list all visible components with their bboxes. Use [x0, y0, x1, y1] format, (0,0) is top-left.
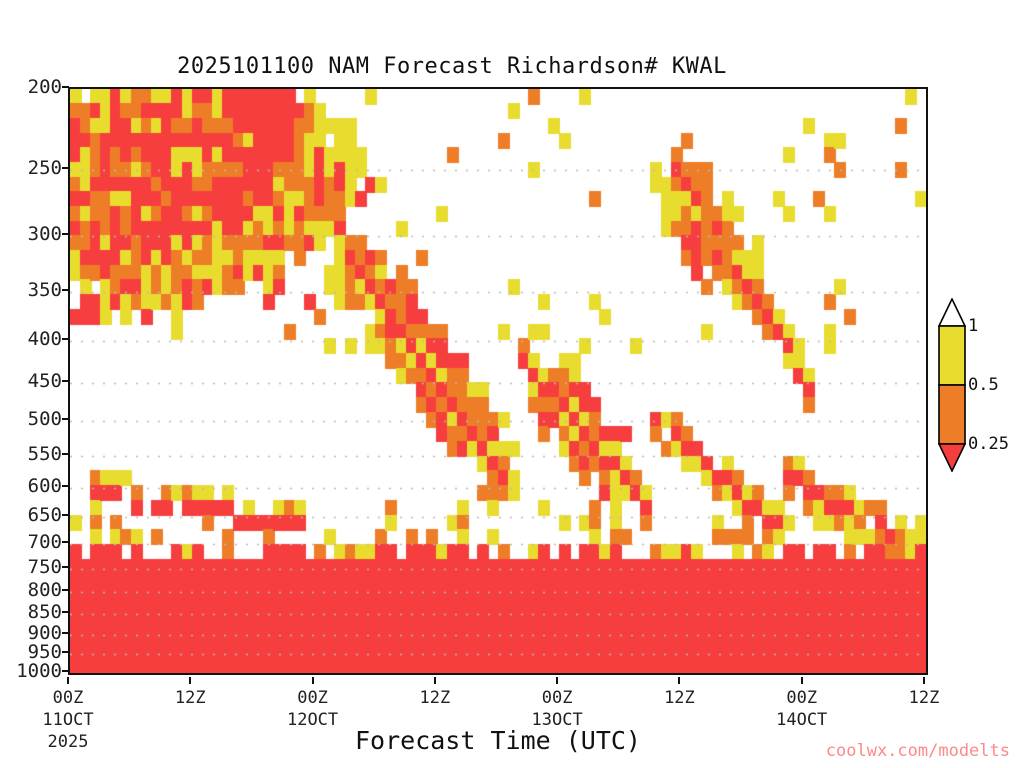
y-tick-mark — [62, 631, 69, 634]
y-tick-label: 250 — [27, 156, 62, 179]
colorbar-swatches — [938, 298, 966, 472]
y-tick-label: 300 — [27, 223, 62, 246]
y-tick-label: 950 — [27, 641, 62, 664]
y-tick-label: 900 — [27, 621, 62, 644]
x-axis: 00Z 11OCT 2025 12Z 00Z 12OCT 12Z 00Z 13OCT 12Z 00Z… — [42, 677, 939, 767]
x-axis-title: Forecast Time (UTC) — [355, 726, 641, 755]
y-tick-mark — [62, 418, 69, 421]
y-tick-label: 500 — [27, 408, 62, 431]
x-tick-mark — [678, 677, 681, 684]
x-tick-label: 00Z 11OCT 2025 — [42, 688, 94, 752]
y-tick-mark — [62, 651, 69, 654]
x-tick-label: 12Z — [908, 688, 940, 708]
y-tick-mark — [62, 540, 69, 543]
y-tick-mark — [62, 670, 69, 672]
y-tick-mark — [62, 513, 69, 516]
x-tick-mark — [67, 677, 69, 684]
colorbar-tick-label: 0.25 — [968, 434, 1009, 454]
x-tick-mark — [311, 677, 314, 684]
watermark: coolwx.com/modelts — [825, 741, 1010, 761]
colorbar-legend: 1 0.5 0.25 — [938, 298, 1009, 472]
x-tick-mark — [556, 677, 559, 684]
y-tick-label: 1000 — [16, 660, 62, 682]
x-tick-mark — [800, 677, 803, 684]
x-tick-mark — [923, 677, 925, 684]
y-tick-label: 850 — [27, 601, 62, 624]
y-tick-mark — [62, 611, 69, 614]
y-tick-label: 400 — [27, 327, 62, 350]
y-axis: 200 250 300 350 400 450 500 550 600 650 700 750 800 8… — [0, 76, 69, 682]
y-tick-mark — [62, 589, 69, 592]
colorbar-tick-label: 0.5 — [968, 375, 999, 395]
y-tick-label: 750 — [27, 555, 62, 578]
y-tick-label: 200 — [27, 76, 62, 98]
x-tick-label: 12Z — [664, 688, 695, 708]
y-tick-mark — [62, 233, 69, 236]
x-tick-label: 00Z 14OCT — [776, 688, 828, 730]
x-tick-mark — [433, 677, 436, 684]
x-tick-mark — [189, 677, 192, 684]
y-tick-mark — [62, 453, 69, 456]
y-tick-mark — [62, 289, 69, 292]
y-tick-mark — [62, 380, 69, 383]
y-tick-mark — [62, 166, 69, 169]
x-tick-label: 12Z — [174, 688, 206, 708]
y-tick-label: 350 — [27, 279, 62, 302]
colorbar-tick-label: 1 — [968, 316, 979, 336]
y-tick-label: 800 — [27, 579, 62, 602]
y-tick-label: 550 — [27, 443, 62, 466]
chart-title: 2025101100 NAM Forecast Richardson# KWAL — [177, 54, 727, 79]
y-tick-label: 600 — [27, 474, 62, 497]
x-tick-label: 00Z 13OCT — [531, 688, 583, 730]
y-tick-mark — [62, 565, 69, 568]
x-tick-label: 00Z 12OCT — [286, 688, 339, 730]
plot-area — [68, 87, 928, 675]
y-tick-label: 650 — [27, 503, 62, 526]
y-tick-mark — [62, 86, 69, 88]
y-tick-mark — [62, 484, 69, 487]
y-tick-label: 450 — [27, 370, 62, 393]
y-tick-label: 700 — [27, 530, 62, 553]
x-tick-label: 12Z — [419, 688, 451, 708]
y-tick-mark — [62, 337, 69, 340]
heatmap-canvas — [70, 89, 926, 673]
